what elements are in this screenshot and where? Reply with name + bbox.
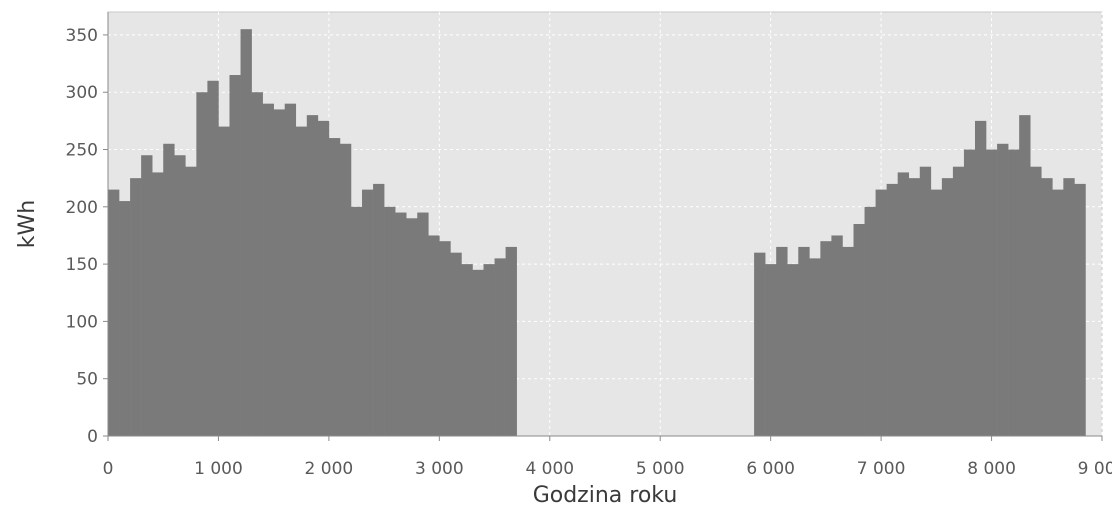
bar: [1041, 178, 1053, 436]
bar: [406, 218, 418, 436]
bar: [483, 264, 495, 436]
bar: [787, 264, 799, 436]
bar: [262, 103, 274, 437]
bar: [362, 189, 374, 436]
x-tick-label: 2 000: [305, 459, 354, 479]
bar: [350, 206, 363, 436]
x-tick-label: 7 000: [857, 459, 906, 479]
x-tick-label: 4 000: [525, 459, 574, 479]
bar: [864, 206, 876, 436]
bar: [174, 155, 186, 437]
x-tick-label: 0: [103, 459, 114, 479]
bar: [1019, 115, 1031, 436]
bar: [842, 246, 854, 436]
bar: [952, 166, 965, 436]
bar: [1063, 178, 1075, 436]
x-tick-label: 3 000: [415, 459, 464, 479]
bar: [417, 212, 429, 436]
bar: [196, 92, 208, 436]
bar: [776, 246, 788, 436]
bar: [1052, 189, 1064, 436]
bar: [373, 183, 385, 436]
y-tick-label: 200: [66, 198, 98, 218]
bar: [185, 166, 197, 436]
y-tick-label: 0: [87, 427, 98, 447]
bar: [384, 206, 396, 436]
bar: [997, 143, 1009, 436]
bar: [295, 126, 308, 436]
bar: [897, 172, 910, 436]
bar: [163, 143, 175, 436]
bar: [930, 189, 943, 436]
y-ticks: 0 50 100 150 200 250 300 350: [66, 26, 108, 447]
x-axis-title: Godzina roku: [533, 483, 678, 508]
bar: [765, 264, 777, 436]
bar: [831, 235, 843, 436]
bar: [754, 252, 766, 436]
bar: [886, 183, 898, 436]
bar: [809, 258, 821, 436]
y-tick-label: 300: [66, 83, 98, 103]
y-tick-label: 150: [66, 255, 98, 275]
x-tick-label: 1 000: [194, 459, 243, 479]
bar: [461, 264, 473, 436]
y-axis-title: kWh: [15, 200, 40, 248]
bar: [317, 120, 330, 436]
bar: [207, 80, 219, 436]
y-tick-label: 100: [66, 312, 98, 332]
bar: [395, 212, 407, 436]
x-tick-label: 6 000: [746, 459, 795, 479]
bar: [119, 201, 131, 436]
bars: [108, 29, 1086, 437]
bar: [141, 155, 153, 437]
bar: [919, 166, 932, 436]
bar: [240, 29, 252, 437]
x-tick-label: 8 000: [967, 459, 1016, 479]
x-tick-label: 9 000: [1078, 459, 1112, 479]
bar: [875, 189, 887, 436]
bar: [218, 126, 230, 436]
bar: [108, 189, 120, 436]
bar: [494, 258, 506, 436]
bar: [974, 120, 987, 436]
bar: [152, 172, 164, 436]
bar: [328, 138, 341, 436]
bar: [428, 235, 440, 436]
bar: [941, 178, 954, 436]
bar: [472, 269, 484, 436]
x-tick-label: 5 000: [636, 459, 685, 479]
bar: [908, 178, 921, 436]
bar: [853, 224, 865, 436]
bar: [339, 143, 352, 436]
bar: [306, 115, 319, 436]
bar: [251, 92, 263, 436]
bar: [273, 109, 286, 437]
bar: [450, 252, 462, 436]
y-tick-label: 50: [76, 370, 98, 390]
bar: [1030, 166, 1042, 436]
bar: [820, 241, 832, 436]
bar: [439, 241, 451, 436]
bar: [1008, 149, 1020, 436]
bar: [130, 178, 142, 436]
bar: [986, 149, 998, 436]
bar: [798, 246, 810, 436]
y-tick-label: 350: [66, 26, 98, 46]
y-tick-label: 250: [66, 141, 98, 161]
bar: [284, 103, 297, 437]
bar: [1074, 183, 1086, 436]
bar: [963, 149, 976, 436]
bar: [229, 75, 241, 436]
x-ticks: 0 1 000 2 000 3 000 4 000 5 000 6 000 7 000 8 00…: [103, 436, 1112, 479]
bar: [505, 246, 517, 436]
